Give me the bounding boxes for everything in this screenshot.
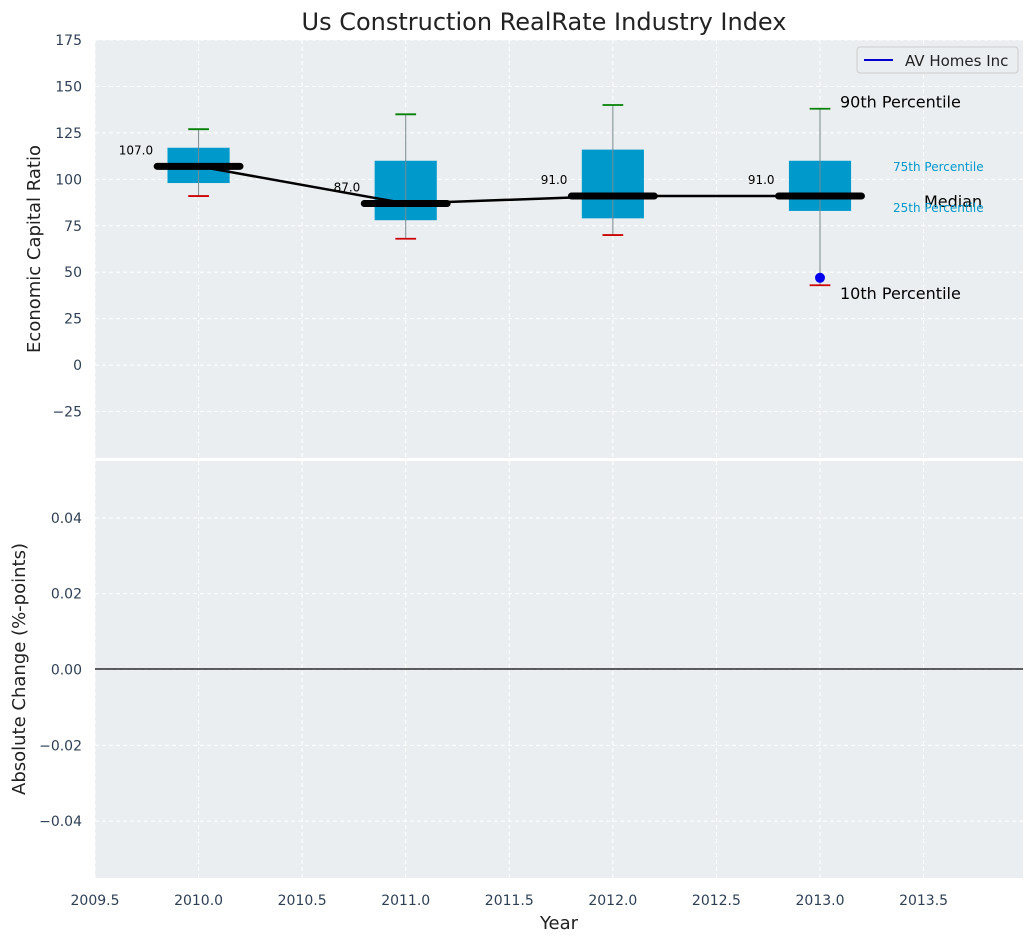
bottom-y-axis-label: Absolute Change (%-points) xyxy=(9,543,30,795)
median-trend-line xyxy=(198,165,820,205)
top-y-tick-label: 0 xyxy=(73,358,82,374)
top-y-tick-label: 75 xyxy=(64,219,82,235)
top-y-tick-label: 175 xyxy=(55,33,82,49)
x-tick-label: 2013.0 xyxy=(796,893,845,909)
top-y-tick-label: 25 xyxy=(64,312,82,328)
top-y-tick-labels: −25 0 25 50 75 100 125 150 175 xyxy=(52,33,82,421)
x-axis-label: Year xyxy=(539,913,579,934)
median-annotation: Median xyxy=(924,192,982,211)
x-tick-label: 2011.5 xyxy=(485,893,534,909)
p75-annotation: 75th Percentile xyxy=(893,160,984,174)
median-connecting-line xyxy=(198,165,820,205)
median-value-label: 107.0 xyxy=(119,143,153,157)
top-grid xyxy=(94,39,1023,458)
median-value-label: 91.0 xyxy=(541,173,568,187)
chart-title: Us Construction RealRate Industry Index xyxy=(302,8,787,36)
bottom-y-tick-label: 0.04 xyxy=(51,511,82,527)
top-y-tick-label: 100 xyxy=(55,172,82,188)
x-tick-label: 2010.0 xyxy=(174,893,223,909)
p90-annotation: 90th Percentile xyxy=(840,93,961,112)
x-tick-label: 2011.0 xyxy=(381,893,430,909)
x-tick-labels: 2009.5 2010.0 2010.5 2011.0 2011.5 2012.0 2012… xyxy=(71,893,949,909)
bottom-y-tick-label: 0.00 xyxy=(51,663,82,679)
x-tick-label: 2010.5 xyxy=(278,893,327,909)
top-y-tick-label: −25 xyxy=(52,405,82,421)
bottom-y-tick-label: −0.04 xyxy=(39,814,82,830)
top-y-tick-label: 125 xyxy=(55,126,82,142)
bottom-y-tick-labels: −0.04 −0.02 0.00 0.02 0.04 xyxy=(39,511,82,830)
top-plot-background xyxy=(95,40,1023,458)
legend-label: AV Homes Inc xyxy=(905,52,1008,70)
bottom-y-tick-label: −0.02 xyxy=(39,738,82,754)
x-tick-label: 2009.5 xyxy=(71,893,120,909)
median-value-label: 91.0 xyxy=(748,173,775,187)
p10-annotation: 10th Percentile xyxy=(840,284,961,303)
percentile-annotations: 90th Percentile 10th Percentile Median 75th… xyxy=(840,93,984,303)
p25-annotation: 25th Percentile xyxy=(893,201,984,215)
x-tick-label: 2012.0 xyxy=(588,893,637,909)
legend-box xyxy=(856,46,1019,74)
top-y-tick-label: 50 xyxy=(64,265,82,281)
company-data-point xyxy=(815,272,825,283)
top-y-axis-label: Economic Capital Ratio xyxy=(24,145,45,353)
x-tick-label: 2013.5 xyxy=(899,893,948,909)
legend: AV Homes Inc xyxy=(856,46,1019,74)
x-tick-label: 2012.5 xyxy=(692,893,741,909)
top-y-tick-label: 150 xyxy=(55,79,82,95)
bottom-y-tick-label: 0.02 xyxy=(51,587,82,603)
